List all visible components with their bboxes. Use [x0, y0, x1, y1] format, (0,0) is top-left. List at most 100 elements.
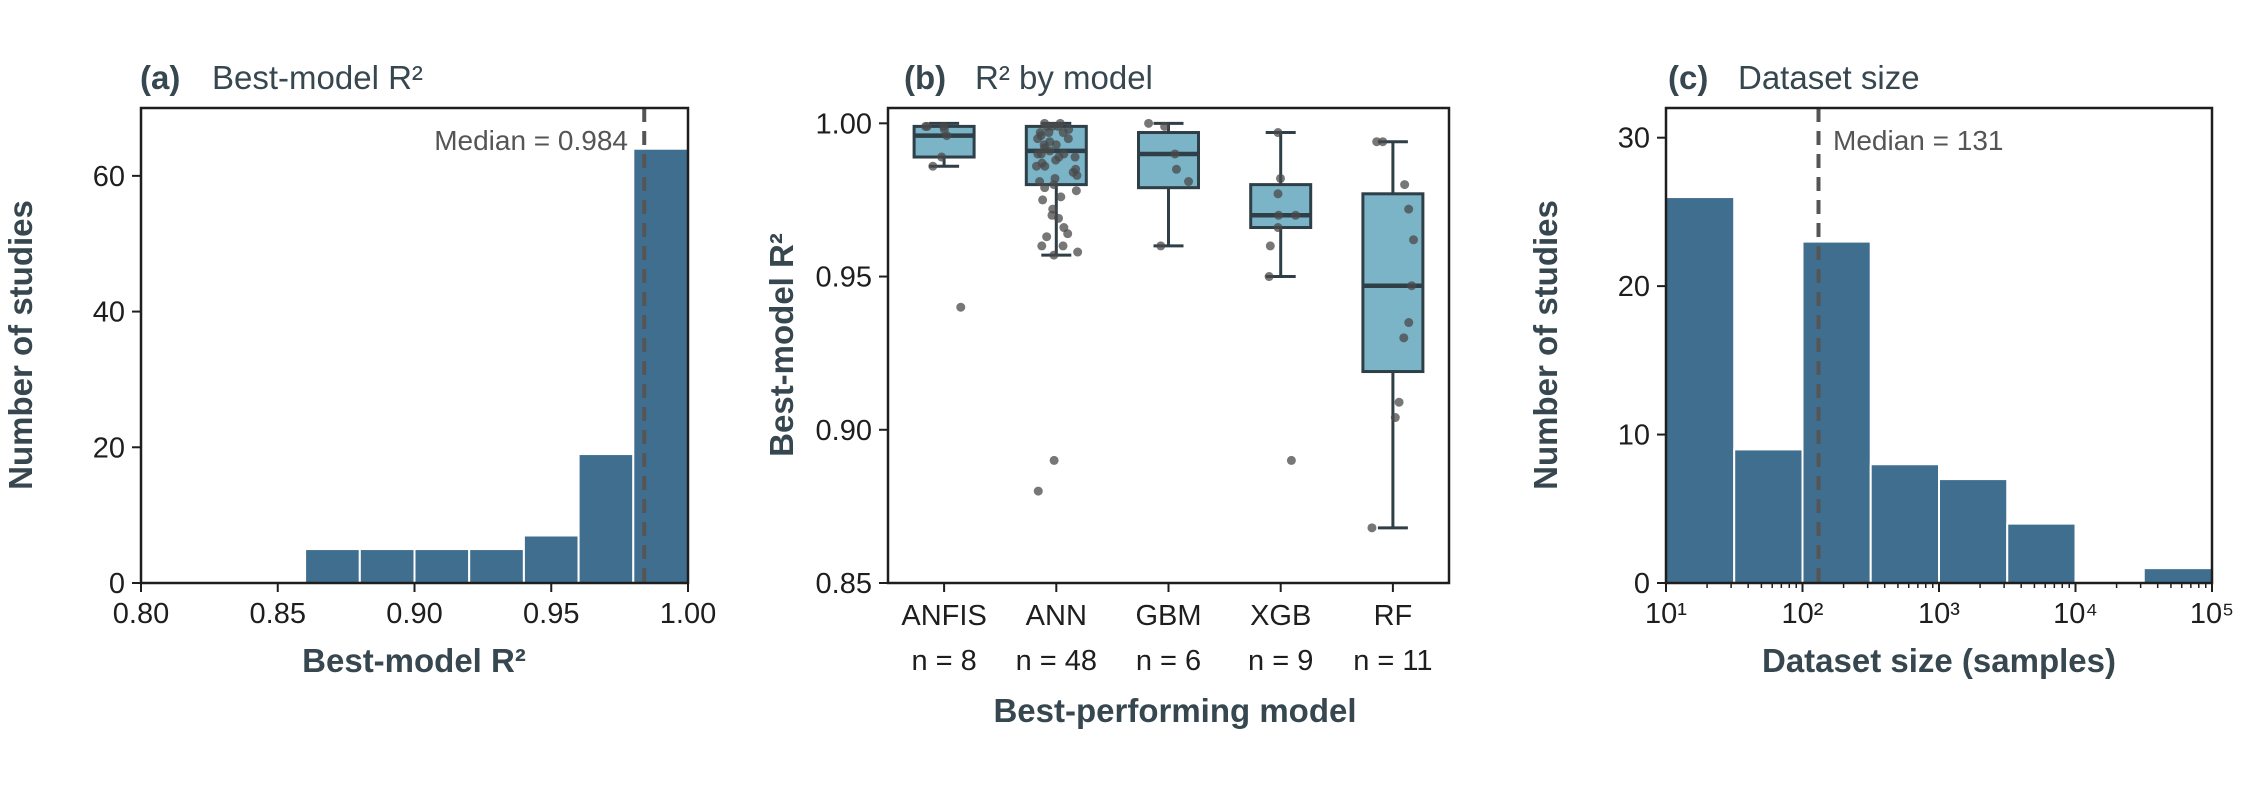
data-point: [939, 124, 949, 134]
panel-c-y-ticks: 0 10 20 30: [1618, 123, 1666, 600]
data-point: [1170, 149, 1180, 159]
data-point: [1033, 149, 1043, 159]
data-point: [1394, 397, 1404, 407]
histogram-bar: [577, 453, 635, 585]
data-point: [1273, 223, 1283, 233]
histogram-bar: [468, 548, 525, 584]
x-tick-label: 0.95: [523, 598, 579, 630]
data-point: [1276, 173, 1286, 183]
panel-b-points: [921, 118, 1419, 533]
data-point: [1264, 272, 1274, 282]
histogram-bar: [2142, 567, 2214, 584]
count-label: n = 6: [1136, 645, 1201, 677]
category-label: XGB: [1250, 600, 1311, 632]
data-point: [1144, 118, 1154, 128]
category-label: ANFIS: [901, 600, 986, 632]
data-point: [1171, 164, 1181, 174]
data-point: [1063, 229, 1073, 239]
data-point: [1042, 232, 1052, 242]
category-label: ANN: [1026, 600, 1087, 632]
panel-b-y-ticks: 0.85 0.90 0.95 1.00: [816, 108, 888, 600]
data-point: [1409, 235, 1419, 245]
histogram-bar: [358, 548, 416, 584]
histogram-bar: [304, 548, 361, 584]
data-point: [1039, 140, 1049, 150]
x-tick-label: 1.00: [660, 598, 716, 630]
data-point: [1404, 204, 1414, 214]
panel-a-y-ticks: 0 20 40 60: [93, 161, 141, 600]
panel-c-xlabel: Dataset size (samples): [1762, 642, 2116, 679]
histogram-bar: [1869, 463, 1940, 584]
y-tick-label: 40: [93, 297, 125, 329]
data-point: [1033, 486, 1043, 496]
data-point: [1035, 177, 1045, 187]
data-point: [1068, 167, 1078, 177]
panel-b: (b) R² by model 0.85 0.90 0.95 1.00 ANFIS n …: [763, 59, 1451, 729]
panel-a: (a) Best-model R² Median = 0.984 0.80 0.8…: [2, 59, 716, 679]
data-point: [1367, 523, 1377, 533]
data-point: [928, 161, 938, 171]
data-point: [1407, 281, 1417, 291]
data-point: [1274, 210, 1284, 220]
data-point: [956, 302, 966, 312]
data-point: [1071, 186, 1081, 196]
y-tick-label: 0: [109, 568, 125, 600]
data-point: [1040, 183, 1050, 193]
x-tick-label: 0.90: [386, 598, 442, 630]
histogram-bar: [1801, 240, 1872, 584]
y-tick-label: 0.90: [816, 415, 872, 447]
data-point: [1273, 189, 1283, 199]
data-point: [1160, 121, 1170, 131]
data-point: [1049, 250, 1059, 260]
count-label: n = 11: [1353, 645, 1432, 677]
panel-a-xlabel: Best-model R²: [302, 642, 526, 679]
data-point: [1184, 177, 1194, 187]
panel-c-median-label: Median = 131: [1833, 125, 2003, 156]
y-tick-label: 0.95: [816, 262, 872, 294]
data-point: [1265, 241, 1275, 251]
category-label: RF: [1374, 600, 1413, 632]
data-point: [1378, 137, 1388, 147]
y-tick-label: 10: [1618, 420, 1650, 452]
data-point: [1037, 241, 1047, 251]
panel-a-bars: [304, 147, 689, 585]
data-point: [1047, 210, 1057, 220]
y-tick-label: 20: [93, 432, 125, 464]
data-point: [1032, 161, 1042, 171]
histogram-bar: [1938, 478, 2009, 584]
y-tick-label: 60: [93, 161, 125, 193]
histogram-bar: [522, 534, 580, 584]
category-label: GBM: [1135, 600, 1201, 632]
panel-c-bars: [1665, 196, 2214, 584]
data-point: [1058, 241, 1068, 251]
panel-c-x-ticks: 10¹ 10² 10³ 10⁴ 10⁵: [1645, 583, 2234, 630]
panel-b-title: R² by model: [975, 59, 1153, 96]
box-body: [1361, 192, 1425, 374]
panel-c-letter: (c): [1668, 59, 1708, 96]
panel-c-title: Dataset size: [1738, 59, 1920, 96]
data-point: [1056, 192, 1066, 202]
panel-a-x-ticks: 0.80 0.85 0.90 0.95 1.00: [113, 583, 716, 630]
y-tick-label: 0.85: [816, 568, 872, 600]
histogram-bar: [413, 548, 471, 584]
x-tick-label: 0.80: [113, 598, 169, 630]
data-point: [1040, 161, 1050, 171]
y-tick-label: 0: [1634, 568, 1650, 600]
data-point: [1051, 155, 1061, 165]
panel-b-boxes: [912, 121, 1425, 530]
data-point: [1273, 128, 1283, 138]
panel-a-median-label: Median = 0.984: [434, 125, 628, 156]
data-point: [1063, 134, 1073, 144]
panel-a-letter: (a): [140, 59, 180, 96]
data-point: [1050, 173, 1060, 183]
data-point: [1390, 413, 1400, 423]
data-point: [1044, 128, 1054, 138]
panel-b-ylabel: Best-model R²: [763, 233, 800, 457]
data-point: [1045, 146, 1055, 156]
x-tick-label: 0.85: [250, 598, 306, 630]
x-tick-label: 10³: [1918, 598, 1960, 630]
data-point: [1035, 128, 1045, 138]
data-point: [921, 121, 931, 131]
x-tick-label: 10⁵: [2190, 598, 2234, 630]
x-tick-label: 10²: [1782, 598, 1824, 630]
